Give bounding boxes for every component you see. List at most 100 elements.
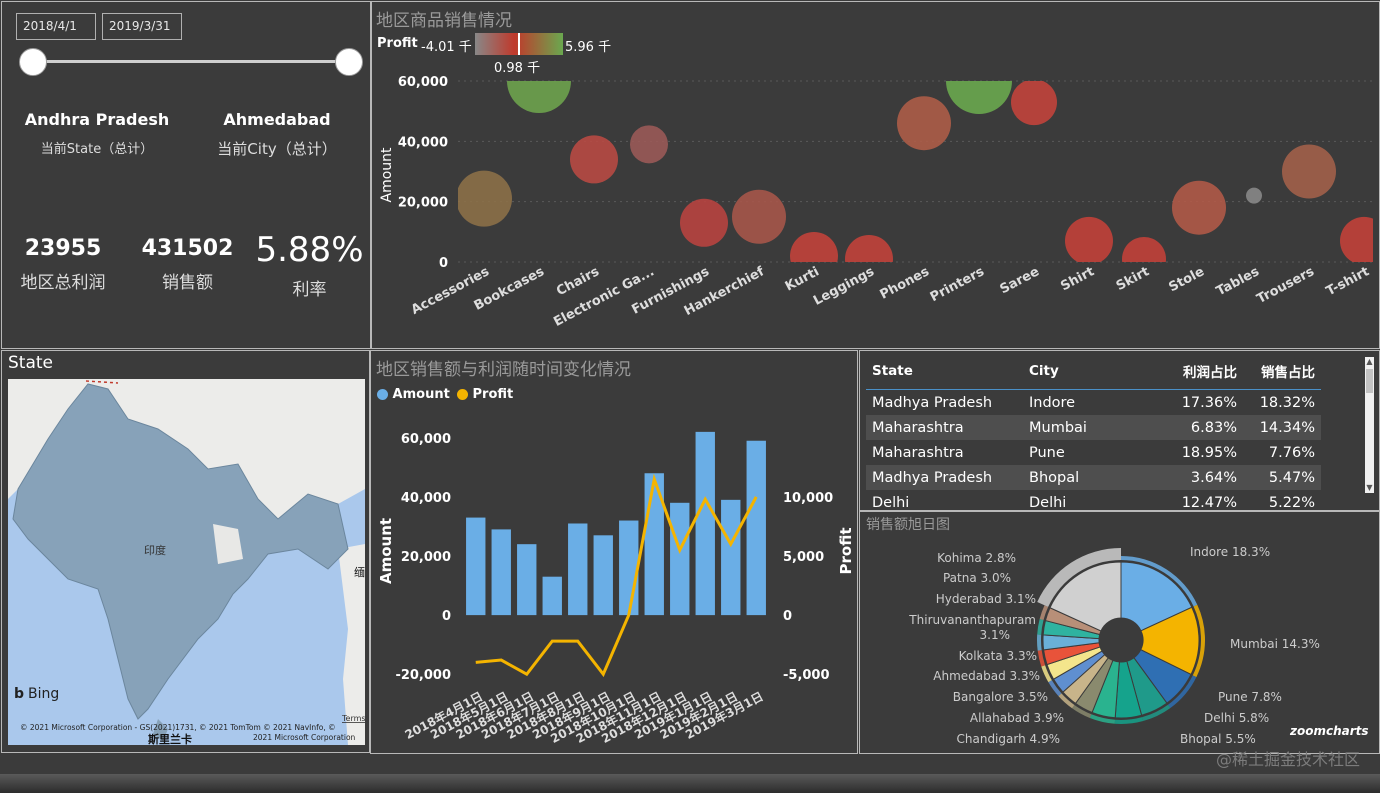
cell-profit-share: 3.64% <box>1165 465 1243 490</box>
sunburst-label: Delhi 5.8% <box>1204 711 1269 725</box>
amount-bar[interactable] <box>746 440 766 616</box>
sunburst-outer-slice[interactable] <box>1114 717 1144 724</box>
sunburst-outer-slice[interactable] <box>1072 705 1092 719</box>
sunburst-outer-slice[interactable] <box>1037 619 1044 635</box>
scatter-bubble[interactable] <box>845 234 893 283</box>
amount-bar[interactable] <box>466 517 486 616</box>
sunburst-outer-slice[interactable] <box>1192 604 1205 678</box>
bing-logo-b-icon: b <box>14 686 24 702</box>
sales-sunburst-chart[interactable]: Indore 18.3% Mumbai 14.3% Pune 7.8% Delhi 5… <box>860 512 1379 753</box>
col-profit-share-header[interactable]: 利润占比 <box>1165 357 1243 390</box>
scatter-bubble[interactable] <box>790 231 838 280</box>
scatter-y-tick: 60,000 <box>398 75 448 90</box>
date-slider-handle-end[interactable] <box>335 48 363 76</box>
date-slider-handle-start[interactable] <box>19 48 47 76</box>
scroll-up-icon[interactable]: ▲ <box>1366 357 1373 366</box>
sunburst-outer-slice[interactable] <box>1121 556 1198 607</box>
sunburst-label: Pune 7.8% <box>1218 690 1282 704</box>
state-map-panel: State 印度 斯里兰卡 缅 Bing b Terms © 2021 Micr… <box>1 350 370 753</box>
scatter-bubble[interactable] <box>732 189 786 244</box>
map-copyright: © 2021 Microsoft Corporation - GS(2021)1… <box>20 723 356 742</box>
date-slider-track[interactable] <box>32 60 348 63</box>
sunburst-outer-slice[interactable] <box>1037 634 1042 651</box>
scatter-bubble[interactable] <box>1246 187 1262 204</box>
product-sales-scatter: 60,00040,00020,0000AmountAccessoriesBook… <box>379 48 1379 330</box>
combo-left-axis-label: Amount <box>377 518 395 584</box>
scatter-bubble[interactable] <box>456 170 512 227</box>
amount-bar[interactable] <box>517 544 537 616</box>
date-end-input[interactable]: 2019/3/31 <box>102 13 182 40</box>
total-profit-label: 地区总利润 <box>20 273 106 293</box>
date-start-input[interactable]: 2018/4/1 <box>16 13 96 40</box>
kpi-panel: 2018/4/1 2019/3/31 Andhra Pradesh 当前Stat… <box>1 1 371 349</box>
product-sales-panel: 地区商品销售情况 Profit -4.01 千 5.96 千 0.98 千 60… <box>371 1 1380 349</box>
combo-left-tick: 20,000 <box>401 550 451 565</box>
amount-bar[interactable] <box>491 529 511 616</box>
scatter-x-tick: Stole <box>1166 264 1207 295</box>
sunburst-label: Chandigarh 4.9% <box>957 732 1061 746</box>
bing-logo: Bing <box>28 686 59 702</box>
bottom-scroll-bar[interactable] <box>0 774 1380 793</box>
sunburst-label: Bangalore 3.5% <box>953 690 1048 704</box>
legend-profit[interactable]: Profit <box>457 387 513 402</box>
scatter-bubble[interactable] <box>1065 216 1113 265</box>
scatter-bubble[interactable] <box>507 49 571 113</box>
amount-bar[interactable] <box>721 499 741 616</box>
sunburst-outer-slice[interactable] <box>1048 680 1062 697</box>
col-sales-share-header[interactable]: 销售占比 <box>1243 357 1321 390</box>
watermark: @稀土掘金技术社区 <box>1215 750 1360 769</box>
cell-city: Indore <box>1029 394 1076 411</box>
scatter-bubble[interactable] <box>1122 236 1166 281</box>
table-scrollbar[interactable]: ▲ ▼ <box>1365 357 1374 493</box>
scatter-bubble[interactable] <box>570 135 618 184</box>
scatter-bubble[interactable] <box>1340 216 1379 265</box>
legend-amount[interactable]: Amount <box>377 387 450 402</box>
scatter-bubble[interactable] <box>946 48 1012 114</box>
amount-bar[interactable] <box>619 520 639 616</box>
sunburst-outer-slice[interactable] <box>1058 693 1075 709</box>
scatter-bubble[interactable] <box>630 125 668 164</box>
amount-bar[interactable] <box>542 576 562 616</box>
amount-bar[interactable] <box>670 502 690 616</box>
current-city-caption: 当前City（总计） <box>217 140 337 158</box>
scatter-bubble[interactable] <box>1282 144 1336 199</box>
sunburst-outer-slice[interactable] <box>1142 704 1171 722</box>
scatter-x-tick: Leggings <box>811 264 877 309</box>
current-city-value: Ahmedabad <box>223 110 331 129</box>
scatter-bubble[interactable] <box>1011 79 1057 126</box>
table-row[interactable]: Madhya Pradesh Indore 17.36% 18.32% <box>866 390 1321 416</box>
scatter-bubble[interactable] <box>680 198 728 247</box>
table-row[interactable]: Maharashtra Pune 18.95% 7.76% <box>866 440 1321 465</box>
profit-legend-min: -4.01 千 <box>421 40 472 55</box>
amount-bar[interactable] <box>568 523 588 616</box>
map-terms-link[interactable]: Terms <box>341 714 365 723</box>
table-row[interactable]: Delhi Delhi 12.47% 5.22% <box>866 490 1321 511</box>
cell-city: Delhi <box>1029 494 1067 511</box>
sunburst-outer-slice[interactable] <box>1041 665 1052 683</box>
combo-left-tick: -20,000 <box>395 668 451 683</box>
amount-bar[interactable] <box>593 535 613 616</box>
amount-bar[interactable] <box>695 431 715 616</box>
col-state-header[interactable]: State <box>866 357 1023 390</box>
table-row[interactable]: Maharashtra Mumbai 6.83% 14.34% <box>866 415 1321 440</box>
sunburst-label: Mumbai 14.3% <box>1230 637 1320 651</box>
profit-legend-mid-marker <box>518 33 520 55</box>
scatter-y-tick: 40,000 <box>398 135 448 150</box>
sunburst-center[interactable] <box>1099 618 1143 662</box>
sunburst-outer-slice[interactable] <box>1039 605 1049 621</box>
sunburst-outer-slice[interactable] <box>1168 675 1197 708</box>
scatter-bubble[interactable] <box>1172 180 1226 235</box>
scroll-down-icon[interactable]: ▼ <box>1366 483 1373 492</box>
scroll-thumb[interactable] <box>1366 369 1373 393</box>
col-city-header[interactable]: City <box>1023 357 1165 390</box>
sales-label: 销售额 <box>162 273 213 293</box>
cell-sales-share: 18.32% <box>1259 394 1315 411</box>
scatter-bubble[interactable] <box>897 96 951 151</box>
sunburst-outer-slice[interactable] <box>1089 714 1116 724</box>
sunburst-outer-slice[interactable] <box>1037 548 1121 607</box>
sunburst-outer-slice[interactable] <box>1037 650 1046 667</box>
combo-right-tick: -5,000 <box>783 668 830 683</box>
table-row[interactable]: Madhya Pradesh Bhopal 3.64% 5.47% <box>866 465 1321 490</box>
state-map[interactable]: 印度 斯里兰卡 缅 Bing b Terms © 2021 Microsoft … <box>8 379 365 745</box>
profit-line[interactable] <box>475 473 758 678</box>
